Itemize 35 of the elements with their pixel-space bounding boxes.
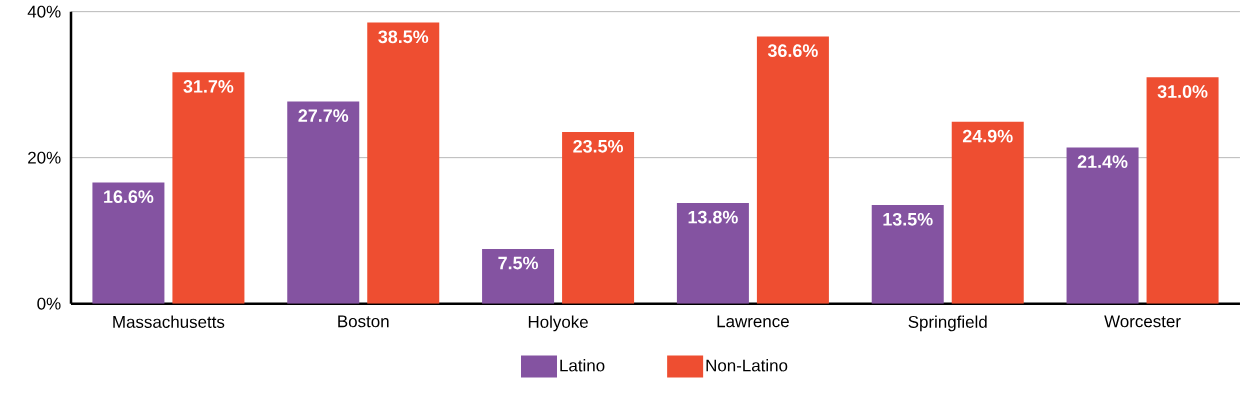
y-tick-label: 0% (37, 297, 61, 310)
bar (756, 36, 829, 304)
legend-label: Non-Latino (706, 359, 788, 372)
bar (172, 72, 245, 304)
data-label: 16.6% (104, 190, 154, 204)
bar (92, 182, 165, 304)
bar (562, 132, 635, 304)
x-tick-label: Holyoke (528, 315, 588, 332)
data-label: 38.5% (378, 30, 429, 44)
x-tick-label: Springfield (908, 315, 987, 332)
bar (676, 203, 749, 304)
bar (367, 22, 440, 304)
y-tick-label: 20% (28, 151, 61, 164)
x-tick-label: Worcester (1104, 315, 1181, 328)
data-label: 7.5% (498, 256, 539, 270)
data-label: 23.5% (573, 140, 624, 153)
bar (1066, 147, 1139, 304)
data-label: 13.8% (688, 210, 738, 224)
data-label: 24.9% (962, 129, 1013, 143)
data-label: 36.6% (767, 44, 818, 58)
data-label: 31.7% (183, 80, 234, 93)
bar (1146, 77, 1219, 304)
bar (287, 101, 360, 304)
x-tick-label: Massachusetts (113, 315, 225, 329)
data-label: 27.7% (298, 109, 349, 123)
data-label: 31.0% (1157, 85, 1208, 99)
bar (951, 122, 1024, 304)
x-tick-label: Boston (338, 315, 389, 328)
data-label: 21.4% (1077, 155, 1128, 169)
legend-label: Latino (560, 359, 605, 372)
bar (871, 205, 944, 304)
y-tick-label: 40% (27, 5, 61, 18)
data-label: 13.5% (883, 213, 933, 226)
bar (482, 249, 555, 304)
x-tick-label: Lawrence (717, 315, 789, 328)
